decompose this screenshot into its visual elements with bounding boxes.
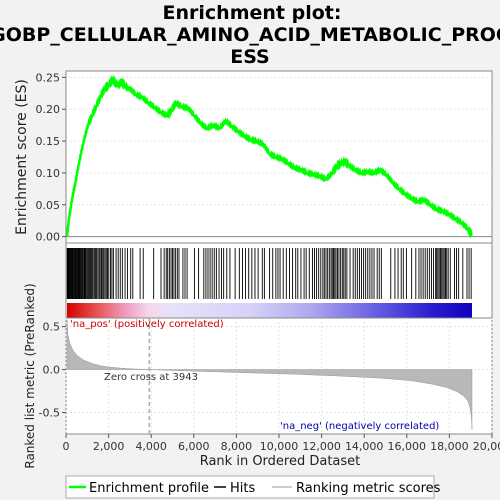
x-tick-label: 14,000 xyxy=(345,440,384,453)
metric-ytick-label: 0.5 xyxy=(43,321,61,334)
legend-label-metric: Ranking metric scores xyxy=(296,481,441,496)
chart-title-line-3: ESS xyxy=(230,46,270,68)
rank-color-bar xyxy=(67,303,472,318)
x-tick-label: 16,000 xyxy=(388,440,427,453)
x-tick-label: 2,000 xyxy=(93,440,125,453)
metric-ytick-label: 0.0 xyxy=(43,364,61,377)
ranking-metric-area xyxy=(66,319,473,430)
es-ytick-label: 0.00 xyxy=(36,231,61,244)
es-ytick-label: 0.20 xyxy=(36,103,61,116)
x-tick-label: 6,000 xyxy=(178,440,210,453)
metric-axis-label: Ranked list metric (PreRanked) xyxy=(23,283,37,468)
negative-correlation-label: 'na_neg' (negatively correlated) xyxy=(280,421,439,432)
chart-title-line-2: GOBP_CELLULAR_AMINO_ACID_METABOLIC_PROC xyxy=(0,24,500,46)
metric-panel: Zero cross at 3943 'na_pos' (positively … xyxy=(39,317,500,453)
es-ytick-label: 0.25 xyxy=(36,71,61,84)
legend: Enrichment profile Hits Ranking metric s… xyxy=(65,475,441,499)
x-tick-label: 18,000 xyxy=(430,440,469,453)
zero-cross-label: Zero cross at 3943 xyxy=(104,372,198,383)
chart-title-line-1: Enrichment plot: xyxy=(163,2,342,24)
legend-box xyxy=(65,475,435,499)
x-tick-label: 0 xyxy=(63,440,70,453)
es-ytick-label: 0.05 xyxy=(36,199,61,212)
x-tick-label: 8,000 xyxy=(221,440,253,453)
positive-correlation-label: 'na_pos' (positively correlated) xyxy=(70,319,224,330)
enrichment-profile-line xyxy=(65,75,473,239)
x-tick-label: 12,000 xyxy=(302,440,341,453)
legend-label-enrichment: Enrichment profile xyxy=(89,481,209,496)
hits-panel xyxy=(65,242,493,319)
es-ytick-label: 0.15 xyxy=(36,135,61,148)
x-axis-label: Rank in Ordered Dataset xyxy=(200,454,361,469)
x-tick-label: 20,000 xyxy=(473,440,500,453)
legend-label-hits: Hits xyxy=(230,481,255,496)
x-tick-label: 10,000 xyxy=(260,440,299,453)
es-ytick-label: 0.10 xyxy=(36,167,61,180)
metric-ytick-label: -0.5 xyxy=(39,407,60,420)
es-axis-label: Enrichment score (ES) xyxy=(14,79,30,235)
es-panel: 0.00 0.05 0.10 0.15 0.20 0.25 xyxy=(36,70,493,244)
x-tick-label: 4,000 xyxy=(135,440,167,453)
